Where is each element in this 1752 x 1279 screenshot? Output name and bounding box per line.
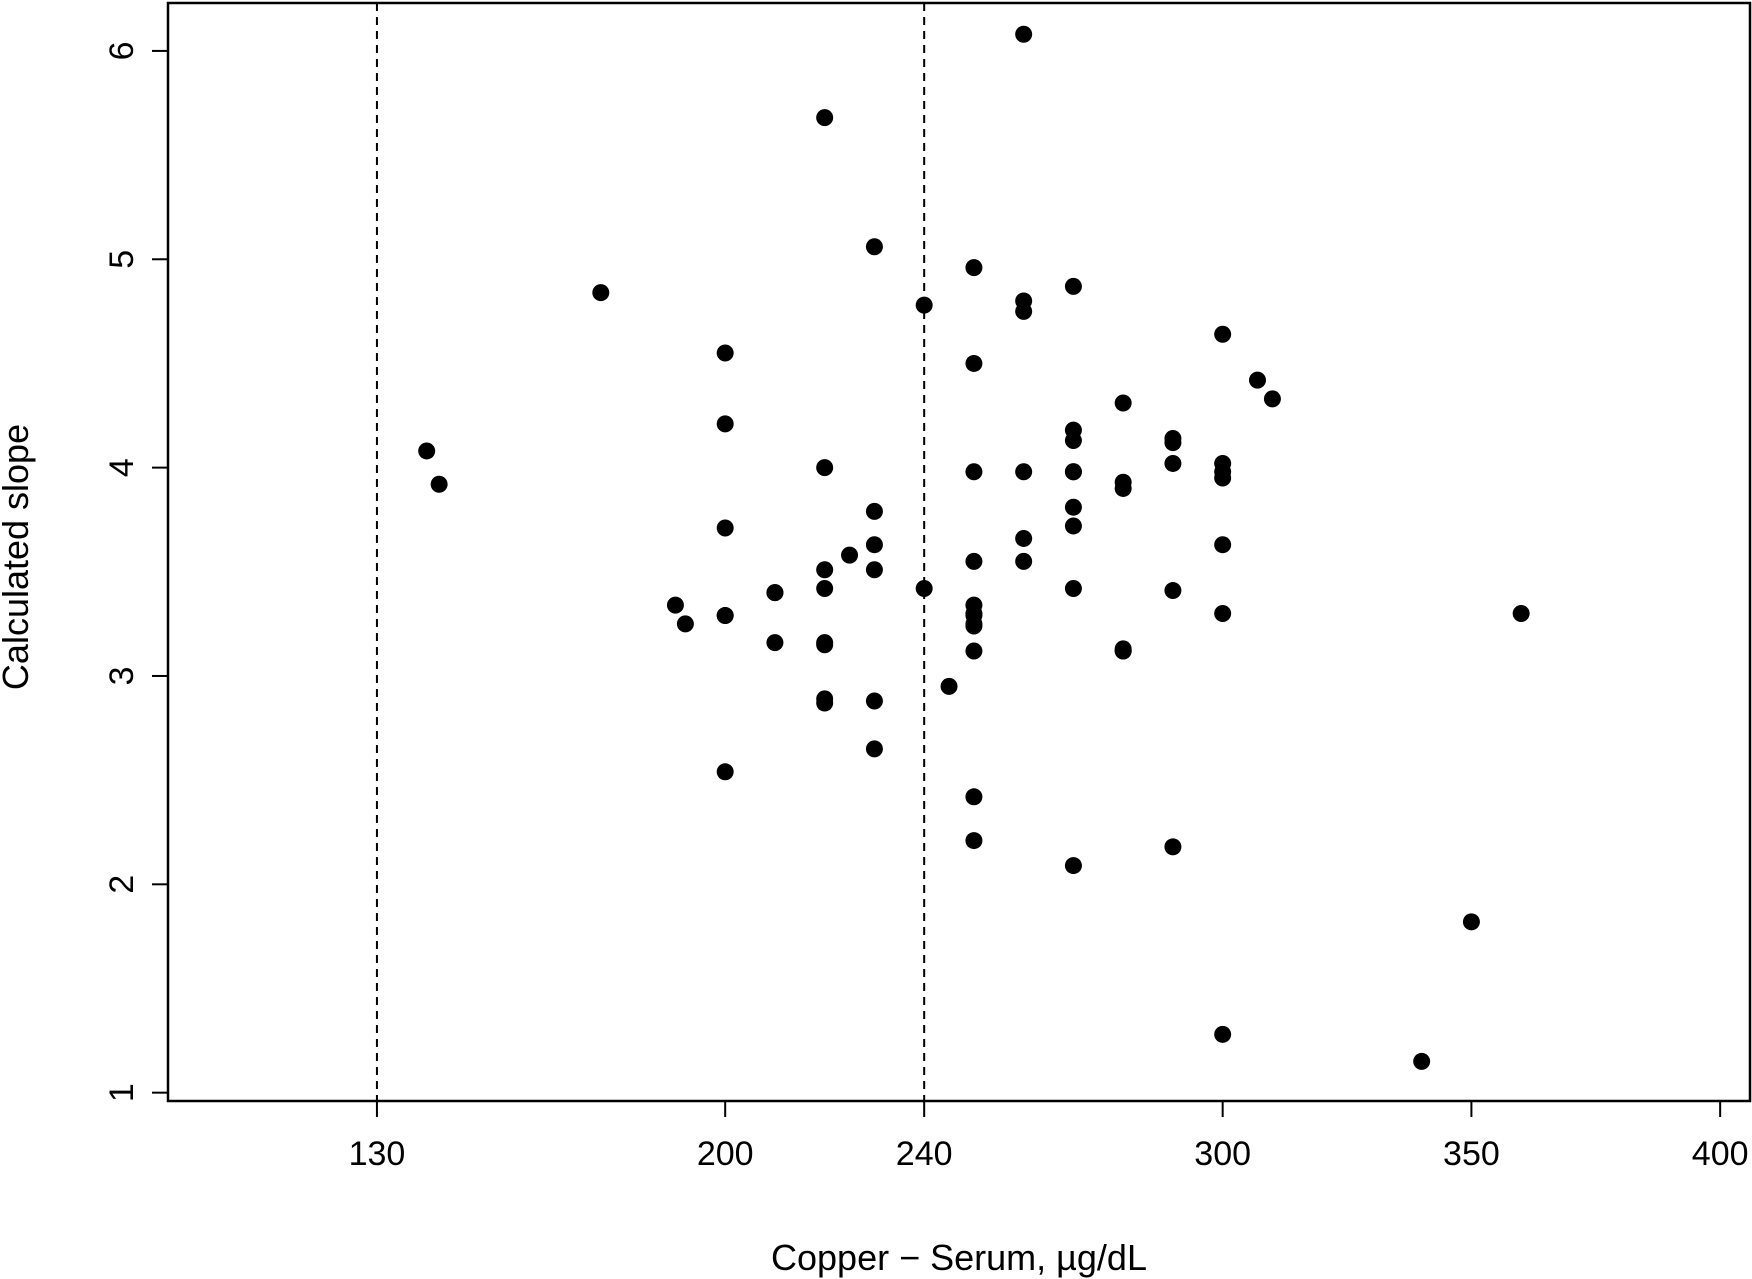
data-point (816, 561, 834, 579)
data-point (1462, 913, 1480, 931)
data-point (1064, 517, 1082, 535)
data-point (1164, 454, 1182, 472)
data-point (965, 259, 983, 277)
x-tick-label: 200 (697, 1135, 754, 1173)
data-point (1064, 857, 1082, 875)
data-point (865, 561, 883, 579)
data-point (766, 584, 784, 602)
data-point (1164, 582, 1182, 600)
data-point (1015, 302, 1033, 320)
data-point (1064, 579, 1082, 597)
data-point (816, 109, 834, 127)
data-point (915, 296, 933, 314)
reference-lines (375, 3, 926, 1101)
data-point (816, 459, 834, 477)
data-point (940, 677, 958, 695)
data-point (1164, 838, 1182, 856)
y-axis: 1 2 3 4 5 6 (103, 41, 169, 1102)
data-point (666, 596, 684, 614)
data-point (865, 502, 883, 520)
data-point (965, 642, 983, 660)
data-point (1214, 536, 1232, 554)
data-point (865, 238, 883, 256)
data-point (716, 344, 734, 362)
data-point (965, 463, 983, 481)
data-point (965, 552, 983, 570)
y-axis-title: Calculated slope (0, 424, 36, 690)
data-point (1248, 371, 1266, 389)
data-points (418, 25, 1530, 1070)
data-point (1214, 469, 1232, 487)
data-point (1214, 1025, 1232, 1043)
y-tick-label: 2 (103, 875, 141, 894)
data-point (1064, 432, 1082, 450)
data-point (1263, 390, 1281, 408)
data-point (841, 546, 859, 564)
data-point (1413, 1052, 1431, 1070)
data-point (965, 832, 983, 850)
x-tick-label: 400 (1692, 1135, 1749, 1173)
x-tick-label: 300 (1194, 1135, 1251, 1173)
x-tick-label: 350 (1443, 1135, 1500, 1173)
x-tick-label: 240 (896, 1135, 953, 1173)
data-point (716, 607, 734, 625)
y-tick-label: 4 (103, 458, 141, 477)
data-point (418, 442, 436, 460)
x-axis-title: Copper − Serum, µg/dL (771, 1237, 1147, 1278)
data-point (965, 615, 983, 633)
data-point (1114, 479, 1132, 497)
data-point (1512, 604, 1530, 622)
x-axis: 130 200 240 300 350 400 (349, 1100, 1749, 1173)
data-point (1015, 25, 1033, 43)
data-point (1015, 552, 1033, 570)
y-tick-label: 1 (103, 1083, 141, 1102)
data-point (592, 284, 610, 302)
plot-frame (166, 1, 1752, 1103)
data-point (716, 415, 734, 433)
data-point (865, 740, 883, 758)
data-point (716, 519, 734, 537)
data-point (676, 615, 694, 633)
data-point (816, 579, 834, 597)
x-tick-label: 130 (349, 1135, 406, 1173)
data-point (1114, 394, 1132, 412)
data-point (1064, 498, 1082, 516)
data-point (1015, 463, 1033, 481)
data-point (1214, 604, 1232, 622)
y-tick-label: 3 (103, 667, 141, 686)
data-point (1214, 325, 1232, 343)
data-point (1015, 529, 1033, 547)
data-point (766, 634, 784, 652)
data-point (1114, 642, 1132, 660)
data-point (1064, 463, 1082, 481)
data-point (865, 692, 883, 710)
data-point (965, 354, 983, 372)
y-tick-label: 6 (103, 41, 141, 60)
data-point (816, 694, 834, 712)
data-point (816, 636, 834, 654)
data-point (1064, 277, 1082, 295)
data-point (1164, 434, 1182, 452)
data-point (965, 788, 983, 806)
data-point (915, 579, 933, 597)
data-point (430, 475, 448, 493)
y-tick-label: 5 (103, 250, 141, 269)
data-point (865, 536, 883, 554)
data-point (716, 763, 734, 781)
